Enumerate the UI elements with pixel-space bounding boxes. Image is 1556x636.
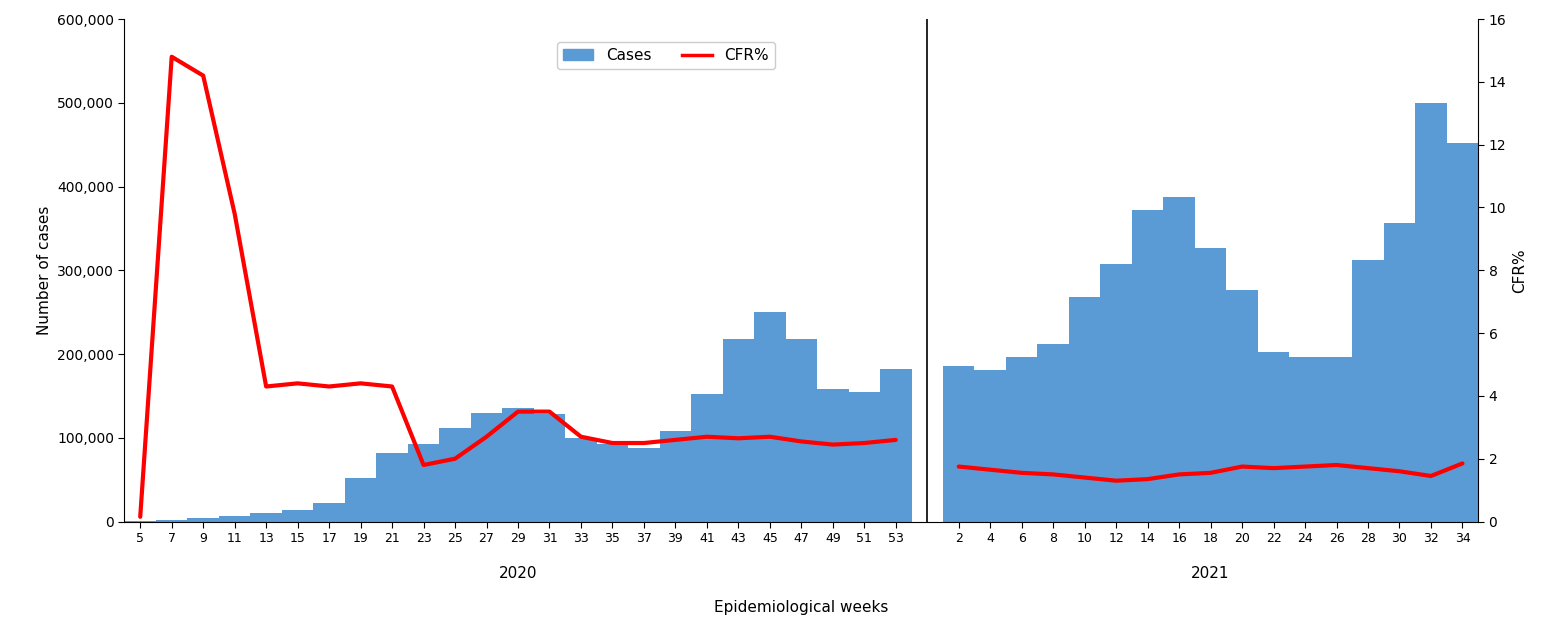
Bar xyxy=(1383,223,1416,522)
Bar xyxy=(1069,297,1100,522)
Legend: Cases, CFR%: Cases, CFR% xyxy=(557,42,775,69)
Bar xyxy=(471,413,503,522)
Bar xyxy=(503,408,534,522)
Bar xyxy=(755,312,786,522)
Bar xyxy=(439,428,471,522)
Bar xyxy=(1100,263,1131,522)
Bar xyxy=(534,414,565,522)
Y-axis label: Number of cases: Number of cases xyxy=(36,205,51,335)
Bar xyxy=(1416,103,1447,522)
Bar xyxy=(629,448,660,522)
Bar xyxy=(596,445,629,522)
Bar xyxy=(1290,357,1321,522)
Bar xyxy=(408,445,439,522)
Bar xyxy=(377,453,408,522)
Bar xyxy=(660,431,691,522)
Bar xyxy=(313,503,345,522)
Bar xyxy=(974,370,1007,522)
Text: 2021: 2021 xyxy=(1192,566,1229,581)
Bar xyxy=(1131,210,1164,522)
Bar xyxy=(1007,357,1038,522)
Bar xyxy=(848,392,881,522)
Bar xyxy=(156,520,187,522)
Bar xyxy=(943,366,974,522)
Text: 2020: 2020 xyxy=(499,566,537,581)
Bar xyxy=(345,478,377,522)
Bar xyxy=(691,394,722,522)
Bar xyxy=(1321,357,1352,522)
Bar xyxy=(282,510,313,522)
Bar xyxy=(219,516,251,522)
Bar xyxy=(251,513,282,522)
Bar xyxy=(722,339,755,522)
Bar xyxy=(881,369,912,522)
Bar xyxy=(565,438,596,522)
Bar xyxy=(1164,197,1195,522)
Bar xyxy=(817,389,848,522)
Bar xyxy=(1195,247,1226,522)
Bar xyxy=(786,339,817,522)
Bar xyxy=(1038,344,1069,522)
Y-axis label: CFR%: CFR% xyxy=(1512,248,1526,293)
Bar xyxy=(1226,289,1257,522)
Bar xyxy=(187,518,219,522)
Bar xyxy=(1447,143,1478,522)
X-axis label: Epidemiological weeks: Epidemiological weeks xyxy=(714,600,888,616)
Bar xyxy=(1257,352,1290,522)
Bar xyxy=(1352,260,1383,522)
